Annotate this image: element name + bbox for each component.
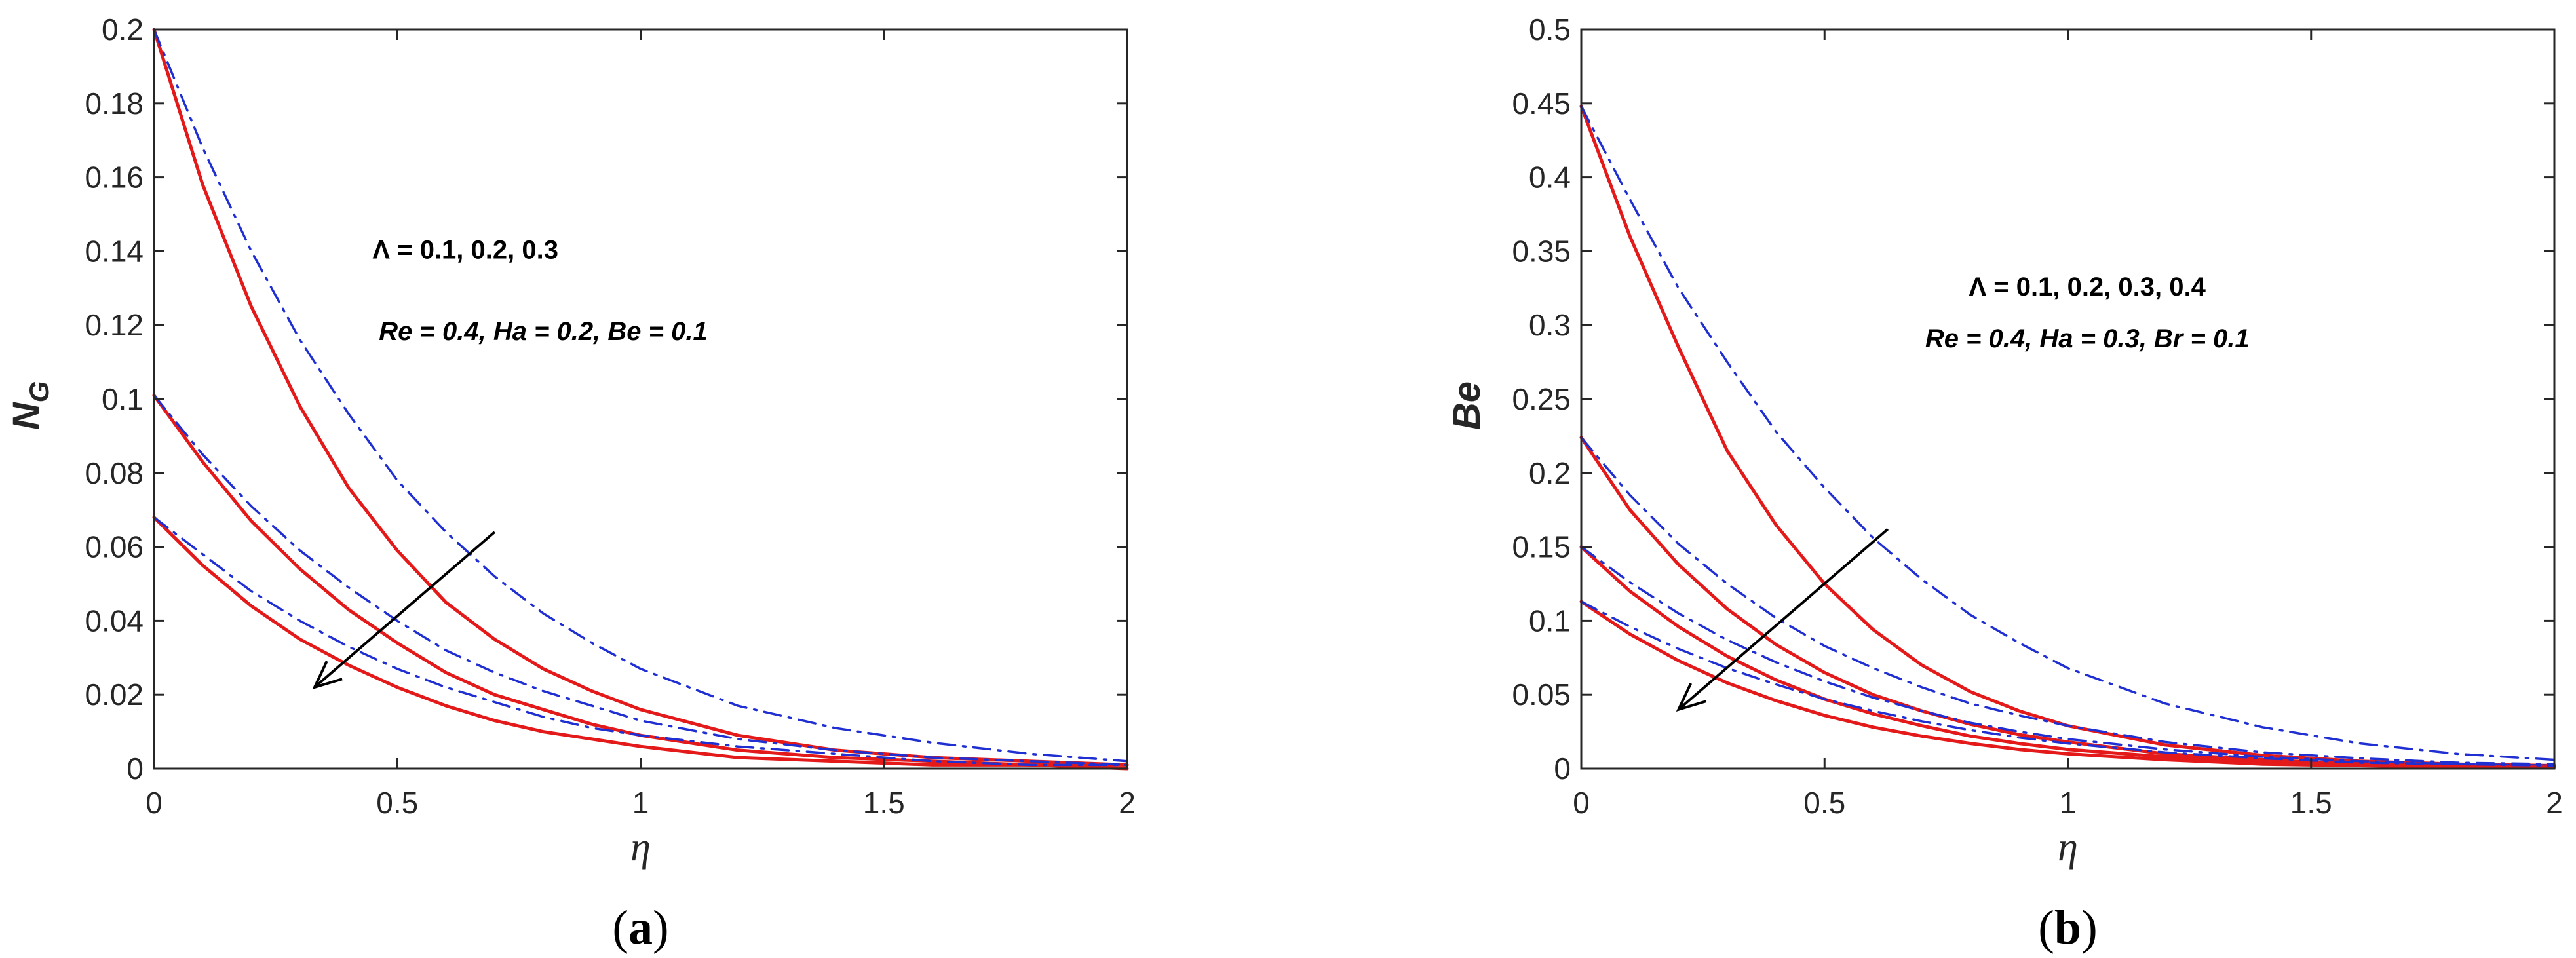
panel-caption-b: (b): [2038, 901, 2097, 955]
y-tick-label-a: 0.16: [85, 161, 144, 195]
trend-arrow-head-a: [312, 661, 343, 690]
x-tick-label-b: 1.5: [2290, 786, 2332, 820]
lambda-annotation-b: Λ = 0.1, 0.2, 0.3, 0.4: [1969, 273, 2206, 301]
x-ticks-a: 0 0.5 1 1.5 2: [145, 29, 1136, 820]
y-tick-label-a: 0.2: [102, 12, 144, 47]
trend-arrow-a: [312, 531, 496, 690]
y-tick-label-a: 0.18: [85, 86, 144, 121]
y-axis-label-a: NG: [5, 381, 54, 431]
caption-letter-b: b: [2054, 901, 2081, 955]
blue-dashdot-curve-b-2: [1580, 105, 2556, 761]
caption-close-paren-a: ): [653, 901, 669, 955]
x-tick-label-b: 2: [2546, 786, 2563, 820]
y-tick-label-b: 0.25: [1512, 382, 1571, 416]
y-tick-label-b: 0.5: [1529, 12, 1571, 47]
x-axis-label-a: η: [630, 825, 651, 870]
caption-letter-a: a: [628, 901, 653, 955]
panel-caption-a: (a): [612, 901, 668, 955]
trend-arrow-shaft-a: [313, 531, 496, 689]
x-tick-label-b: 1: [2060, 786, 2077, 820]
x-ticks-b: 0 0.5 1 1.5 2: [1573, 29, 2563, 820]
y-tick-label-a: 0.06: [85, 530, 144, 564]
y-tick-label-a: 0.1: [102, 382, 144, 416]
blue-dashdot-curve-a-4: [153, 394, 1128, 767]
y-tick-label-b: 0.15: [1512, 530, 1571, 564]
y-ticks-a: 0 0.02 0.04 0.06 0.08 0.1 0.12 0.14 0.16 0.18 0.2: [85, 12, 1127, 786]
x-tick-label-a: 2: [1119, 786, 1136, 820]
y-tick-label-b: 0.2: [1529, 456, 1571, 490]
x-tick-label-a: 0: [145, 786, 163, 820]
parameter-annotation-b: Re = 0.4, Ha = 0.3, Br = 0.1: [1925, 324, 2250, 353]
y-tick-label-a: 0.14: [85, 234, 144, 268]
trend-arrow-shaft-b: [1678, 528, 1889, 711]
x-axis-label-b: η: [2058, 825, 2078, 870]
y-ticks-b: 0 0.05 0.1 0.15 0.2 0.25 0.3 0.35 0.4 0.45 0.5: [1512, 12, 2554, 786]
x-tick-label-a: 1.5: [863, 786, 905, 820]
y-tick-label-a: 0.04: [85, 604, 144, 638]
chart-panel-b: 0 0.5 1 1.5 2 00.050.10.150.20.250.30.350.40…: [1446, 12, 2563, 955]
series-layer-a: [152, 28, 1129, 771]
parameter-annotation-a: Re = 0.4, Ha = 0.2, Be = 0.1: [379, 317, 707, 346]
y-axis-label-b: Be: [1446, 381, 1488, 430]
y-tick-label-b: 0: [1554, 752, 1571, 786]
blue-dashdot-curve-a-2: [153, 28, 1128, 763]
y-tick-label-a: 0.08: [85, 456, 144, 490]
x-tick-label-a: 1: [632, 786, 649, 820]
blue-dashdot-curve-a-6: [153, 516, 1128, 767]
caption-open-paren-a: (: [612, 901, 628, 955]
y-tick-label-b: 0.3: [1529, 308, 1571, 342]
y-axis-label-sub-a: G: [24, 381, 54, 403]
x-tick-label-a: 0.5: [376, 786, 418, 820]
caption-close-paren-b: ): [2081, 901, 2098, 955]
blue-dashdot-curve-b-6: [1580, 545, 2556, 767]
x-tick-label-b: 0.5: [1803, 786, 1845, 820]
y-axis-label-main-b: Be: [1446, 381, 1488, 430]
x-tick-label-b: 0: [1573, 786, 1590, 820]
y-tick-label-b: 0.45: [1512, 86, 1571, 121]
trend-arrow-b: [1676, 528, 1889, 712]
y-axis-label-main-a: N: [5, 402, 48, 430]
y-tick-label-b: 0.35: [1512, 234, 1571, 268]
red-solid-curve-a-1: [152, 28, 1129, 767]
lambda-annotation-a: Λ = 0.1, 0.2, 0.3: [372, 236, 558, 265]
y-tick-label-a: 0.02: [85, 678, 144, 712]
y-tick-label-b: 0.4: [1529, 161, 1571, 195]
y-tick-label-b: 0.05: [1512, 678, 1571, 712]
trend-arrow-head-b: [1676, 683, 1707, 712]
y-tick-label-a: 0: [126, 752, 144, 786]
chart-panel-a: 0 0.5 1 1.5 2 0 0.02 0.04 0.06 0.08 0.1 0.12 0.14 0.…: [5, 12, 1136, 955]
caption-open-paren-b: (: [2038, 901, 2054, 955]
blue-dashdot-curve-b-4: [1580, 436, 2556, 765]
y-tick-label-a: 0.12: [85, 308, 144, 342]
y-tick-label-b: 0.1: [1529, 604, 1571, 638]
